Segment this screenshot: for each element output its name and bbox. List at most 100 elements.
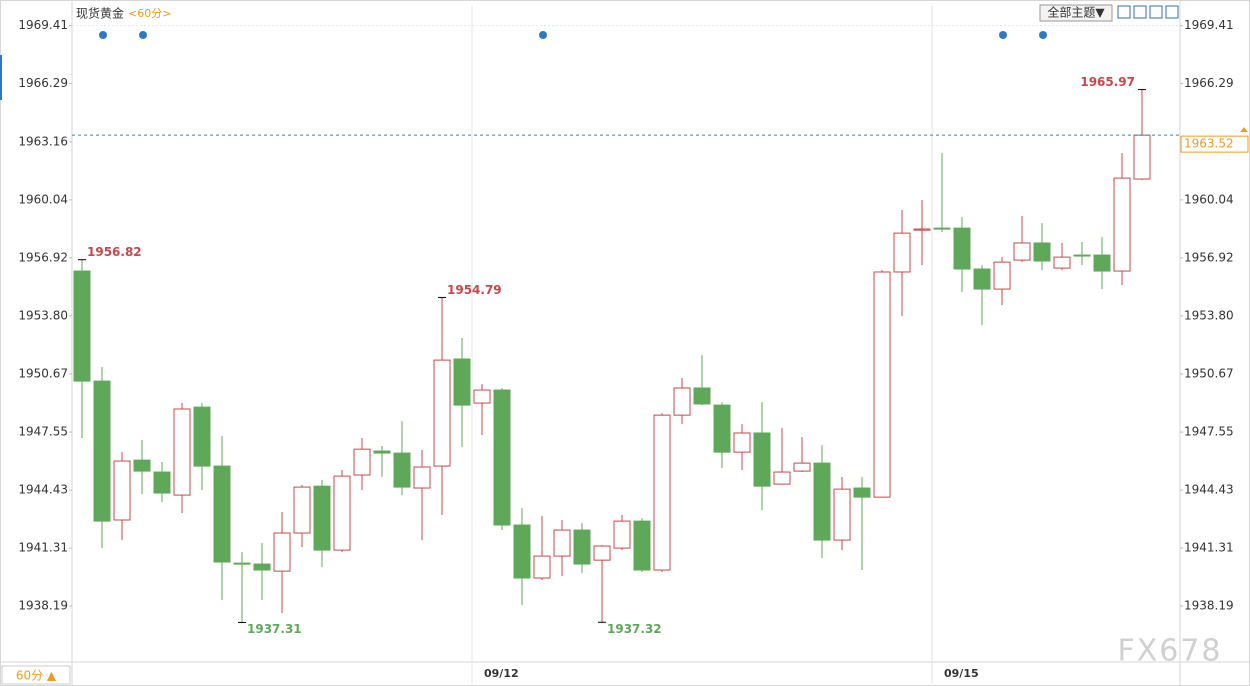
y-tick-label: 1969.41 [18,18,68,32]
candle-body [813,462,831,541]
y2-tick-label: 1960.04 [1184,192,1234,206]
y2-tick-label: 1947.55 [1184,425,1234,439]
extreme-label: 1956.82 [87,245,142,259]
candle-body [953,227,971,270]
candle-body [413,466,431,489]
candle-body [973,268,991,290]
candle-body [1093,254,1111,272]
candle-body [853,487,871,498]
candle-body [113,460,131,521]
y-tick-label: 1941.31 [18,541,68,555]
candle-body [333,475,351,551]
candle-body [553,529,571,557]
watermark: FX678 [1117,634,1222,669]
toolbar [1117,5,1179,19]
candle-body [453,358,471,406]
candle-body [933,227,951,230]
candle-body [1073,254,1091,257]
y2-tick-label: 1938.19 [1184,599,1234,613]
candle-body [393,452,411,488]
event-dot[interactable] [139,31,147,39]
event-dot[interactable] [1039,31,1047,39]
candle-body [793,462,811,472]
chart-title: 现货黄金 [76,6,124,21]
candle-body [993,261,1011,290]
event-dot[interactable] [539,31,547,39]
y2-tick-label: 1966.29 [1184,76,1234,90]
tool-button[interactable] [1117,5,1131,19]
last-price-box [1180,135,1249,153]
candle-body [1013,242,1031,261]
tool-button[interactable] [1149,5,1163,19]
candle-body [493,389,511,526]
candle-body [153,471,171,494]
y2-tick-label: 1950.67 [1184,367,1234,381]
candle-body [913,228,931,231]
extreme-label: 1937.32 [607,622,662,636]
event-dot[interactable] [99,31,107,39]
candle-body [873,271,891,498]
candle-body [693,387,711,405]
candle-body [713,404,731,453]
candle-body [653,414,671,571]
candle-body [253,563,271,571]
candle-body [1113,177,1131,272]
y-tick-label: 1956.92 [18,250,68,264]
candle-body [833,488,851,541]
candle-body [573,529,591,565]
x-tick-label: 09/15 [944,667,979,680]
last-price-label: 1963.52 [1184,137,1234,151]
candle-body [1133,134,1151,180]
candle-body [433,359,451,467]
tool-button[interactable] [1165,5,1179,19]
candle-body [193,406,211,467]
y2-tick-label: 1941.31 [1184,541,1234,555]
candle-body [1033,242,1051,262]
y-tick-label: 1963.16 [18,134,68,148]
chart-subtitle: <60分> [128,7,171,20]
candle-body [773,471,791,485]
y-tick-label: 1953.80 [18,308,68,322]
candle-body [1053,256,1071,269]
candle-body [353,448,371,476]
candle-body [513,524,531,579]
y2-tick-label: 1944.43 [1184,483,1234,497]
y-tick-label: 1960.04 [18,192,68,206]
y-tick-label: 1950.67 [18,367,68,381]
theme-menu[interactable]: 全部主题▼ [1047,5,1105,20]
candle-body [233,562,251,565]
y2-tick-label: 1953.80 [1184,308,1234,322]
y2-tick-label: 1956.92 [1184,250,1234,264]
candle-body [173,408,191,496]
left-marker [0,55,2,100]
period-button[interactable]: 60分 ▲ [16,669,57,683]
period-button-box[interactable] [1,665,71,685]
theme-menu-box[interactable] [1039,4,1113,22]
candle-body [533,555,551,579]
candle-body [473,389,491,404]
candle-body [633,520,651,571]
candle-body [733,432,751,453]
extreme-label: 1954.79 [447,283,502,297]
candle-body [293,486,311,534]
tool-button[interactable] [1133,5,1147,19]
x-tick-label: 09/12 [484,667,519,680]
event-dots [99,31,1047,39]
y-tick-label: 1938.19 [18,599,68,613]
candle-body [593,545,611,561]
extreme-label: 1965.97 [1080,75,1135,89]
y-tick-label: 1947.55 [18,425,68,439]
y2-tick-label: 1969.41 [1184,18,1234,32]
extreme-label: 1937.31 [247,622,302,636]
y-tick-label: 1944.43 [18,483,68,497]
event-dot[interactable] [999,31,1007,39]
candle-body [213,465,231,563]
candle-body [133,459,151,472]
candle-body [313,485,331,551]
candle-body [673,387,691,416]
candle-body [93,380,111,522]
candle-body [273,532,291,572]
candle-body [613,520,631,549]
last-price-arrow [1240,127,1248,133]
